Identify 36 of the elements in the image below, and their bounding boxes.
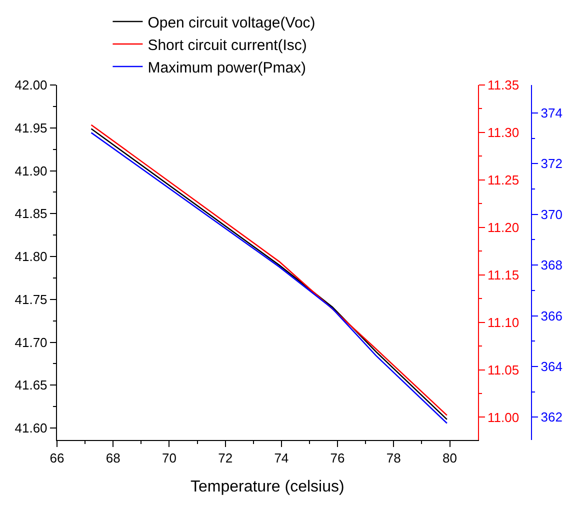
y-tick-label: 42.00 [14,78,48,93]
y-tick-label: 41.60 [14,420,48,436]
x-tick-label: 68 [106,450,120,466]
y3-tick-label: 372 [540,156,562,172]
y2-tick-label: 11.30 [488,125,520,140]
y-tick-label: 41.85 [14,206,48,222]
x-tick-label: 66 [50,450,64,466]
legend-label: Maximum power(Pmax) [148,59,306,76]
y-tick-label: 41.80 [14,249,48,264]
y2-tick-label: 11.05 [488,362,520,378]
y3-tick-label: 374 [540,105,562,120]
x-axis-title: Temperature (celsius) [190,478,344,496]
x-tick-label: 80 [442,450,457,466]
x-tick-label: 72 [218,450,233,466]
y3-tick-label: 366 [540,308,562,324]
y2-tick-label: 11.20 [488,220,520,235]
y-tick-label: 41.70 [14,334,48,350]
y3-tick-label: 364 [540,359,562,374]
y-tick-label: 41.90 [14,163,48,178]
y3-tick-label: 368 [540,258,562,273]
y2-tick-label: 11.35 [488,78,520,93]
legend-label: Short circuit current(Isc) [148,36,307,54]
y3-tick-label: 362 [540,410,562,425]
y-tick-label: 41.75 [14,292,48,307]
legend-label: Open circuit voltage(Voc) [148,14,316,32]
y2-tick-label: 11.10 [488,314,520,330]
x-tick-label: 74 [274,450,289,466]
y2-tick-label: 11.15 [488,267,520,282]
x-tick-label: 78 [386,450,401,466]
y-tick-label: 41.95 [14,120,48,136]
y2-tick-label: 11.00 [488,410,520,425]
x-tick-label: 76 [330,450,345,466]
y-tick-label: 41.65 [14,378,48,393]
x-tick-label: 70 [162,450,176,466]
y3-tick-label: 370 [540,206,562,222]
y2-tick-label: 11.25 [488,172,520,188]
